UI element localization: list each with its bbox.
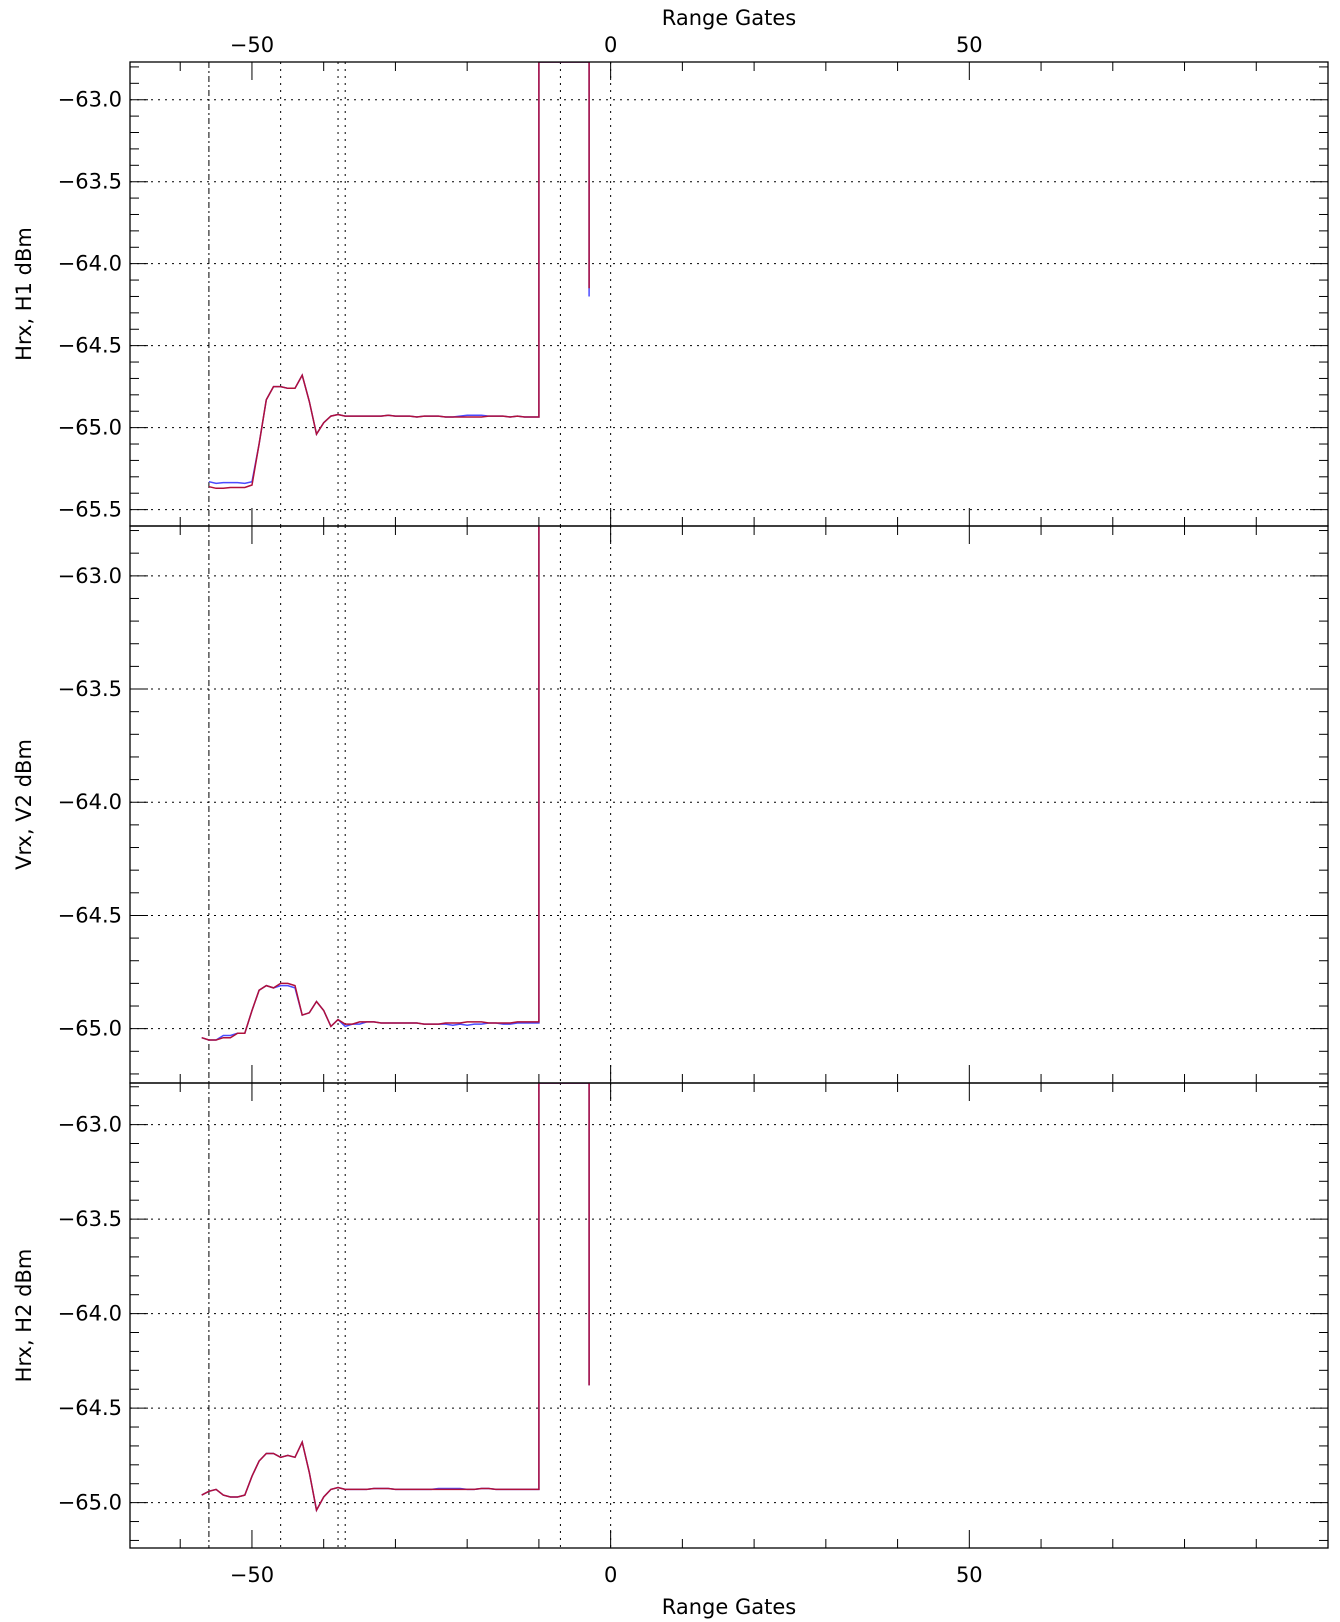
y-tick-label: −64.0: [58, 790, 122, 814]
series-line-red: [201, 526, 540, 1041]
series-line-blue: [201, 1083, 590, 1513]
y-tick-label: −64.0: [58, 1302, 122, 1326]
series-line-blue: [208, 62, 590, 485]
x-tick-label: 50: [956, 33, 983, 57]
y-axis-title: Hrx, H1 dBm: [12, 227, 36, 361]
y-tick-label: −63.0: [58, 1113, 122, 1137]
panel-2: −63.0 −63.5 −64.0 −64.5 −65.0 Vrx, V2 dBm: [12, 525, 1329, 1084]
plot-frame: [129, 1082, 1329, 1549]
y-tick-label: −65.5: [58, 498, 122, 522]
x-axis-title-bottom: Range Gates: [662, 1595, 796, 1619]
x-tick-label: 50: [956, 1563, 983, 1587]
y-tick-label: −63.5: [58, 170, 122, 194]
y-tick-label: −63.5: [58, 1207, 122, 1231]
y-axis-title: Hrx, H2 dBm: [12, 1249, 36, 1383]
x-tick-label: −50: [230, 1563, 274, 1587]
series-line-red: [208, 62, 590, 490]
y-tick-label: −63.0: [58, 88, 122, 112]
y-tick-label: −63.5: [58, 677, 122, 701]
x-tick-label: −50: [230, 33, 274, 57]
y-tick-label: −64.5: [58, 903, 122, 927]
x-axis-title-top: Range Gates: [662, 6, 796, 30]
y-tick-label: −64.0: [58, 252, 122, 276]
panel-3: −63.0 −63.5 −64.0 −64.5 −65.0 Hrx, H2 dBm −50 0…: [12, 1082, 1329, 1619]
y-axis-title: Vrx, V2 dBm: [12, 739, 36, 870]
x-tick-label: 0: [604, 1563, 617, 1587]
plot-frame: [129, 61, 1329, 527]
y-tick-label: −65.0: [58, 416, 122, 440]
y-tick-label: −63.0: [58, 564, 122, 588]
series-line-blue: [201, 526, 540, 1041]
y-tick-label: −64.5: [58, 1396, 122, 1420]
x-tick-label: 0: [604, 33, 617, 57]
panel-1: −63.0 −63.5 −64.0 −64.5 −65.0 −65.5 Hrx, H1 dB…: [12, 6, 1329, 527]
y-tick-label: −64.5: [58, 334, 122, 358]
plot-frame: [129, 525, 1329, 1084]
series-line-red: [201, 1083, 590, 1513]
y-tick-label: −65.0: [58, 1017, 122, 1041]
y-tick-label: −65.0: [58, 1491, 122, 1515]
